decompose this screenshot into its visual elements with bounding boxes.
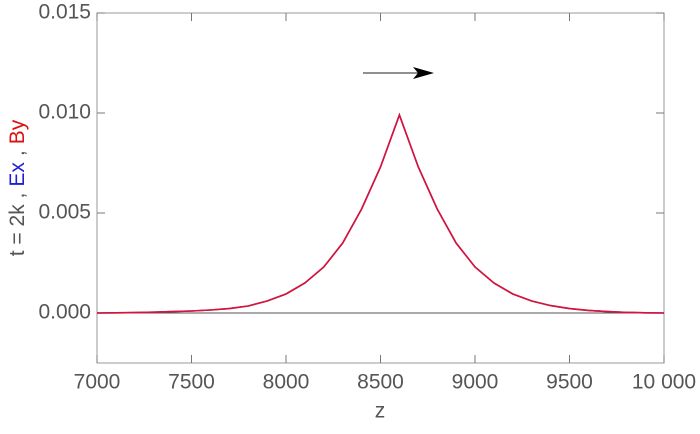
series-line (96, 112, 665, 314)
x-tick-label: 7000 (74, 371, 121, 394)
x-tick-label: 10 000 (632, 371, 696, 394)
y-tick-label: 0.015 (38, 1, 91, 24)
x-axis-label: z (375, 400, 386, 423)
y-tick-label: 0.000 (38, 301, 91, 324)
y-label-part: By (6, 119, 29, 144)
y-tick-label: 0.010 (38, 101, 91, 124)
y-label-part: , (6, 150, 29, 156)
y-axis-label: t = 2k , Ex, By (6, 119, 29, 256)
x-tick-label: 8000 (263, 371, 310, 394)
x-tick-label: 9500 (546, 371, 593, 394)
x-tick-label: 9000 (452, 371, 499, 394)
y-label-part: t = 2k , (6, 193, 29, 257)
y-tick-label: 0.005 (38, 201, 91, 224)
x-tick-label: 8500 (357, 371, 404, 394)
arrow-head (413, 67, 434, 79)
x-tick-label: 7500 (168, 371, 215, 394)
y-label-part: Ex (6, 162, 29, 187)
series-line (96, 112, 665, 314)
